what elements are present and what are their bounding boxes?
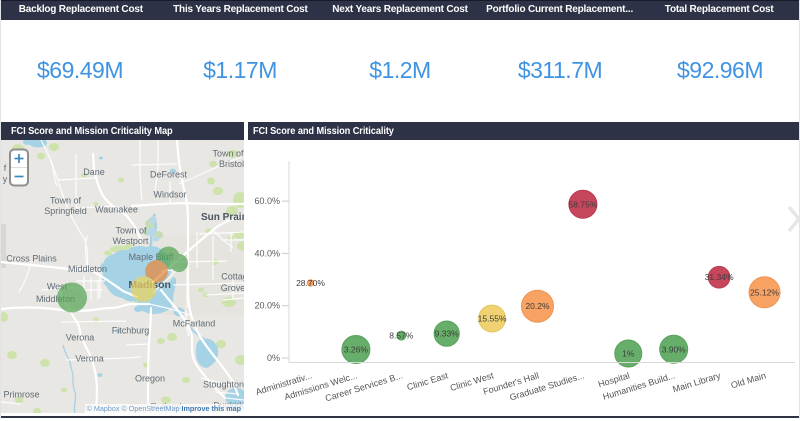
svg-text:Bristol: Bristol: [219, 159, 244, 169]
svg-text:Oregon: Oregon: [135, 374, 165, 384]
svg-text:Stoughton: Stoughton: [203, 380, 244, 390]
svg-text:Cross Plains: Cross Plains: [6, 254, 57, 264]
svg-text:25.12%: 25.12%: [750, 287, 779, 297]
svg-text:Middleton: Middleton: [68, 264, 107, 274]
svg-text:© Mapbox © OpenStreetMap Impro: © Mapbox © OpenStreetMap Improve this ma…: [87, 404, 242, 413]
svg-text:Verona: Verona: [75, 354, 104, 364]
svg-text:Maple Bluff: Maple Bluff: [129, 252, 174, 262]
svg-text:Town of: Town of: [115, 226, 147, 236]
svg-text:28.70%: 28.70%: [296, 278, 325, 288]
svg-text:Waunakee: Waunakee: [95, 205, 138, 215]
svg-text:f: f: [4, 163, 7, 173]
svg-text:15.55%: 15.55%: [478, 314, 507, 324]
svg-text:3.90%: 3.90%: [662, 344, 687, 354]
svg-text:West: West: [47, 282, 68, 292]
svg-text:40.0%: 40.0%: [254, 248, 280, 258]
svg-text:Cottage: Cottage: [221, 272, 244, 282]
svg-text:Windsor: Windsor: [153, 190, 186, 200]
svg-text:McFarland: McFarland: [173, 319, 216, 329]
svg-text:9.33%: 9.33%: [435, 329, 460, 339]
svg-text:Fitchburg: Fitchburg: [112, 326, 150, 336]
svg-text:Westport: Westport: [113, 236, 149, 246]
svg-text:1%: 1%: [622, 349, 635, 359]
svg-text:Primrose: Primrose: [3, 390, 39, 400]
svg-text:Clinic East: Clinic East: [406, 370, 450, 392]
svg-text:Springfield: Springfield: [44, 206, 87, 216]
svg-text:Main Library: Main Library: [671, 370, 722, 394]
svg-text:Town of: Town of: [50, 196, 82, 206]
svg-text:60.0%: 60.0%: [254, 196, 280, 206]
svg-text:Verona: Verona: [66, 333, 95, 343]
svg-text:20.0%: 20.0%: [254, 301, 280, 311]
svg-text:Career Services B...: Career Services B...: [324, 370, 404, 403]
svg-text:20.2%: 20.2%: [525, 301, 550, 311]
svg-text:31.34%: 31.34%: [705, 272, 734, 282]
svg-text:8.57%: 8.57%: [389, 331, 414, 341]
svg-text:y: y: [3, 174, 8, 184]
svg-text:Town of: Town of: [212, 149, 244, 159]
svg-text:Old Main: Old Main: [730, 370, 767, 390]
svg-text:58.75%: 58.75%: [568, 199, 597, 209]
svg-text:Grove: Grove: [221, 283, 244, 293]
svg-text:3.26%: 3.26%: [344, 345, 369, 355]
svg-text:Sun Prairie: Sun Prairie: [201, 212, 244, 223]
svg-text:Dane: Dane: [83, 167, 105, 177]
svg-text:Middleton: Middleton: [36, 294, 75, 304]
svg-text:DeForest: DeForest: [150, 170, 188, 180]
svg-text:0%: 0%: [267, 353, 280, 363]
